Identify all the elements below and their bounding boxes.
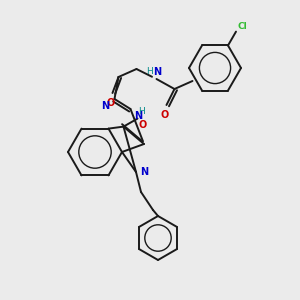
Text: O: O — [160, 110, 169, 120]
Text: N: N — [134, 111, 142, 121]
Text: H: H — [146, 67, 152, 76]
Text: N: N — [140, 167, 148, 177]
Text: Cl: Cl — [237, 22, 247, 31]
Text: O: O — [139, 120, 147, 130]
Text: O: O — [106, 98, 115, 108]
Text: N: N — [153, 67, 161, 77]
Text: H: H — [139, 106, 145, 116]
Text: N: N — [101, 101, 110, 111]
